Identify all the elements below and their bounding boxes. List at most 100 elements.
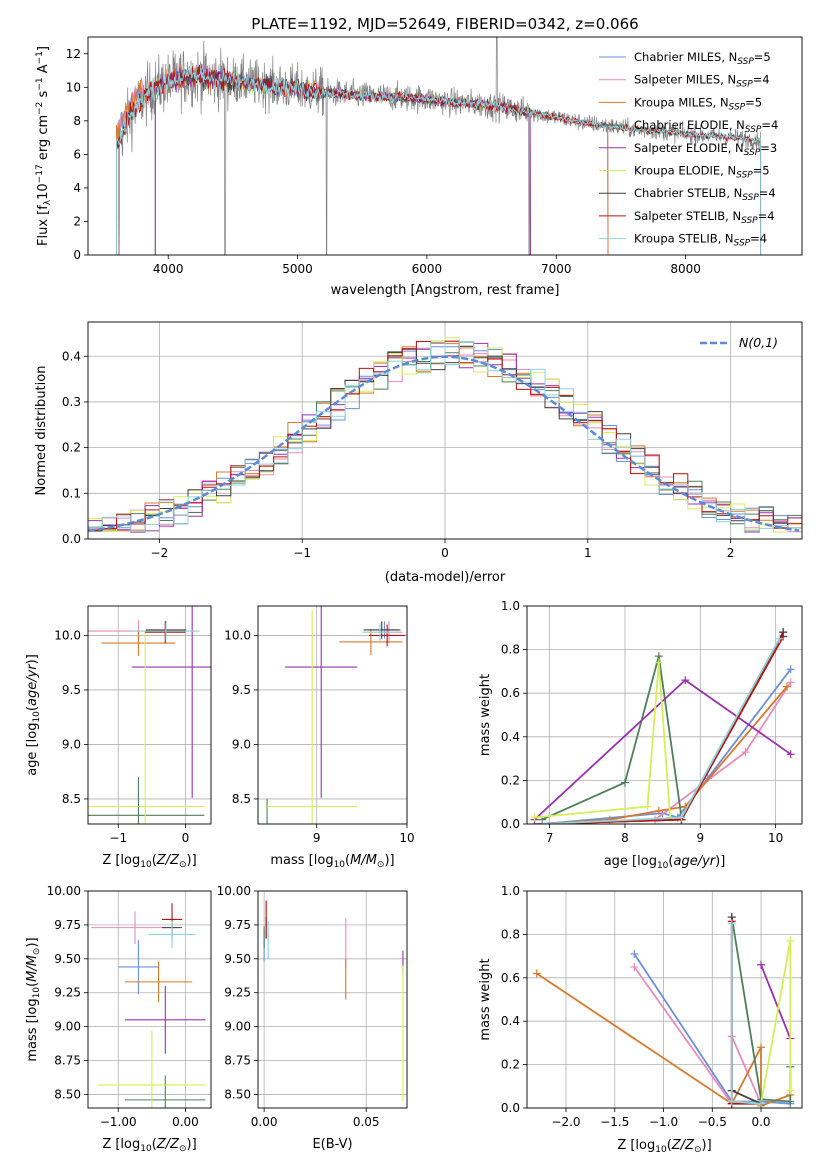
y-tick-label: 0.8 bbox=[501, 643, 520, 657]
weight-marker bbox=[786, 678, 795, 687]
x-tick-label: −1.00 bbox=[100, 1115, 137, 1129]
legend-entry: Salpeter MILES, NSSP=4 bbox=[634, 73, 770, 90]
y-tick-label: 10.0 bbox=[54, 628, 81, 642]
weight-line bbox=[760, 964, 792, 1039]
weight-line bbox=[542, 668, 792, 824]
x-tick-label: 5000 bbox=[282, 262, 313, 276]
x-tick-label: 0 bbox=[182, 831, 190, 845]
y-tick-label: 9.50 bbox=[224, 952, 251, 966]
y-tick-label: 0.2 bbox=[501, 773, 520, 787]
weight-marker bbox=[654, 806, 663, 815]
weight-line bbox=[534, 662, 682, 821]
weight-marker bbox=[630, 949, 639, 958]
weight-marker bbox=[786, 936, 795, 945]
axes-frame bbox=[526, 890, 803, 1109]
y-tick-label: 0.2 bbox=[62, 441, 81, 455]
x-tick-label: 7 bbox=[546, 831, 554, 845]
weight-marker bbox=[757, 1043, 766, 1052]
x-tick-label: −1 bbox=[109, 831, 127, 845]
figure-title: PLATE=1192, MJD=52649, FIBERID=0342, z=0… bbox=[251, 15, 638, 33]
x-tick-label: 0.00 bbox=[251, 1115, 278, 1129]
y-axis-label: mass weight bbox=[478, 674, 493, 756]
legend-entry: Chabrier STELIB, NSSP=4 bbox=[634, 186, 776, 203]
y-tick-label: 0.8 bbox=[501, 927, 520, 941]
x-axis-label: Z [log10(Z/Z⊙)] bbox=[102, 1137, 196, 1154]
spectrum-lines bbox=[116, 37, 762, 255]
x-tick-label: 10 bbox=[768, 831, 783, 845]
y-tick-label: 9.75 bbox=[224, 918, 251, 932]
y-tick-label: 0.0 bbox=[501, 817, 520, 831]
panel-weights_vs_age: 7 8 9 10 0.0 0.2 0.4 0.6 0.8 1.0 age [log10(age/yr… bbox=[478, 599, 803, 871]
y-tick-label: 0.6 bbox=[501, 971, 520, 985]
y-axis-label: mass weight bbox=[478, 958, 493, 1040]
weight-line bbox=[542, 631, 784, 824]
weight-marker bbox=[532, 969, 541, 978]
y-tick-label: 9.5 bbox=[232, 683, 251, 697]
x-tick-label: 9 bbox=[313, 831, 321, 845]
x-tick-label: −2.0 bbox=[551, 1115, 580, 1129]
plot-layer: 4000 5000 6000 7000 8000024681012wavelength … bbox=[25, 36, 803, 1155]
y-tick-label: 8.50 bbox=[54, 1087, 81, 1101]
weight-marker bbox=[727, 919, 736, 928]
panel-spectrum: 4000 5000 6000 7000 8000 0 2 4 6 8 10 12 wavelength … bbox=[35, 36, 803, 298]
y-tick-label: 8.75 bbox=[224, 1054, 251, 1068]
gridlines bbox=[88, 890, 211, 1108]
y-tick-label: 10.00 bbox=[217, 884, 251, 898]
y-axis-label: mass [log10(M/M⊙)] bbox=[25, 937, 42, 1061]
x-axis-label: wavelength [Angstrom, rest frame] bbox=[331, 283, 560, 298]
y-tick-label: 0.2 bbox=[501, 1058, 520, 1072]
y-axis-label: age [log10(age/yr)] bbox=[25, 654, 42, 776]
y-tick-label: 0.4 bbox=[501, 730, 520, 744]
weight-marker bbox=[741, 748, 750, 757]
legend-entry: Kroupa STELIB, NSSP=4 bbox=[634, 232, 767, 249]
axes-frame bbox=[87, 605, 212, 825]
y-tick-label: 8 bbox=[73, 114, 81, 128]
panel-age_vs_Z: −1 0 8.5 9.0 9.5 10.0 Z [log10(Z/Z⊙)] age [log1… bbox=[25, 605, 212, 870]
y-tick-label: 6 bbox=[73, 147, 81, 161]
y-tick-label: 2 bbox=[73, 214, 81, 228]
x-tick-label: −1 bbox=[293, 546, 311, 560]
panel-mass_vs_Z: −1.00 0.00 8.50 8.75 9.00 9.25 9.50 9.75 10.00 Z … bbox=[25, 884, 212, 1154]
axes-frame bbox=[87, 321, 803, 540]
panel-age_vs_mass: 9 10 8.5 9.0 9.5 10.0 mass [log10(M/M⊙)] bbox=[224, 605, 415, 870]
y-tick-label: 0.4 bbox=[62, 349, 81, 363]
x-tick-label: −2 bbox=[151, 546, 169, 560]
y-axis-label: Flux [fλ10−17 erg cm−2 s−1 A−1] bbox=[35, 46, 53, 246]
y-axis-label: Normed distribution bbox=[34, 366, 49, 496]
x-tick-label: 0 bbox=[441, 546, 449, 560]
weight-marker bbox=[530, 813, 539, 822]
normal-curve bbox=[88, 355, 800, 533]
y-tick-label: 8.5 bbox=[232, 792, 251, 806]
x-tick-label: −0.5 bbox=[698, 1115, 727, 1129]
x-tick-label: 0.0 bbox=[751, 1115, 770, 1129]
legend-entry: N(0,1) bbox=[739, 335, 778, 350]
errorbars bbox=[91, 903, 206, 1108]
x-tick-label: 4000 bbox=[153, 262, 184, 276]
model-spectrum-line bbox=[116, 64, 762, 255]
weight-marker bbox=[681, 676, 690, 685]
axes-frame bbox=[87, 890, 212, 1109]
legend-entry: Kroupa MILES, NSSP=5 bbox=[634, 95, 762, 112]
panel-mass_vs_EBV: 0.00 0.05 8.50 8.75 9.00 9.25 9.50 9.75 10.00 E(B… bbox=[217, 884, 408, 1152]
weight-marker bbox=[538, 820, 547, 824]
weight-marker bbox=[786, 1097, 795, 1106]
y-tick-label: 10.0 bbox=[224, 628, 251, 642]
weight-line bbox=[542, 636, 784, 824]
weight-line bbox=[633, 953, 791, 1105]
x-tick-label: −1.0 bbox=[649, 1115, 678, 1129]
y-tick-label: 0.6 bbox=[501, 686, 520, 700]
errorbars bbox=[88, 606, 211, 824]
gridlines bbox=[527, 605, 802, 825]
x-tick-label: 8 bbox=[621, 831, 629, 845]
legend-entry: Salpeter ELODIE, NSSP=3 bbox=[634, 141, 777, 158]
weight-marker bbox=[654, 658, 663, 667]
spectrum-legend: Chabrier MILES, NSSP=5 Salpeter MILES, NS… bbox=[599, 50, 778, 249]
y-tick-label: 10 bbox=[66, 80, 81, 94]
axes-frame bbox=[257, 605, 408, 825]
x-axis-label: Z [log10(Z/Z⊙)] bbox=[102, 853, 196, 870]
y-tick-label: 9.25 bbox=[54, 986, 81, 1000]
y-tick-label: 9.50 bbox=[54, 952, 81, 966]
x-axis-label: (data-model)/error bbox=[385, 570, 506, 585]
x-axis-label: age [log10(age/yr)] bbox=[604, 854, 726, 871]
